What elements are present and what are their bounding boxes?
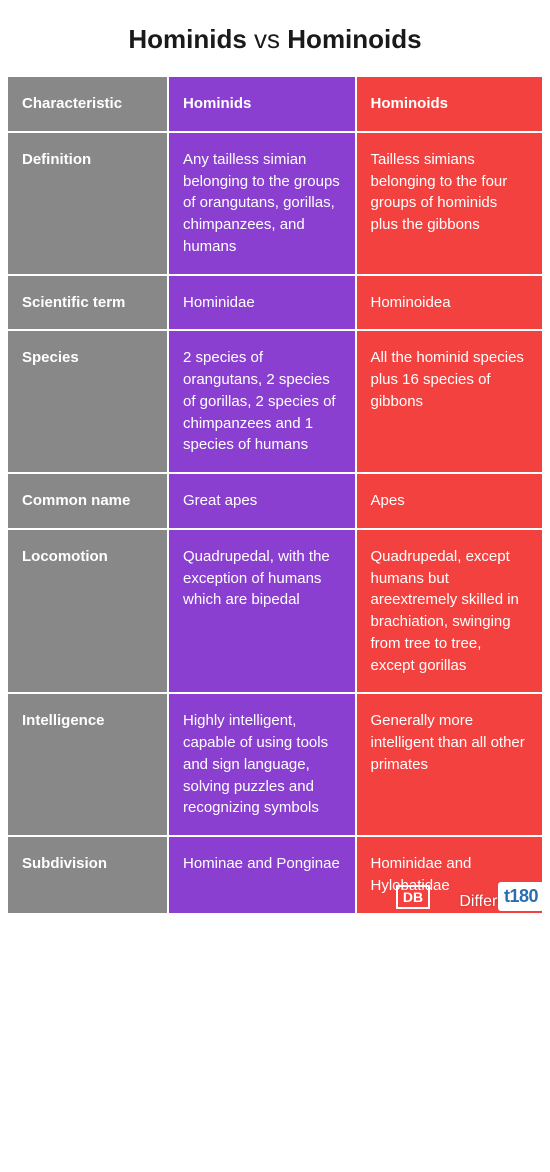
cell-hominids: Hominidae (169, 276, 355, 330)
cell-hominoids: Generally more intelligent than all othe… (357, 694, 543, 835)
row-label: Definition (8, 133, 167, 274)
table-row: Locomotion Quadrupedal, with the excepti… (8, 530, 542, 693)
cell-hominids: Quadrupedal, with the exception of human… (169, 530, 355, 693)
table-row: Species 2 species of orangutans, 2 speci… (8, 331, 542, 472)
row-label: Scientific term (8, 276, 167, 330)
row-label: Common name (8, 474, 167, 528)
row-label: Intelligence (8, 694, 167, 835)
cell-hominoids: Hominidae and Hylobatidae (357, 837, 543, 913)
cell-hominids: 2 species of orangutans, 2 species of go… (169, 331, 355, 472)
comparison-infographic: Hominids vs Hominoids Characteristic Hom… (0, 0, 550, 915)
table-row: Intelligence Highly intelligent, capable… (8, 694, 542, 835)
cell-hominoids: Hominoidea (357, 276, 543, 330)
cell-hominoids: Quadrupedal, except humans but areextrem… (357, 530, 543, 693)
cell-hominids: Great apes (169, 474, 355, 528)
table-header-row: Characteristic Hominids Hominoids (8, 77, 542, 131)
header-hominoids: Hominoids (357, 77, 543, 131)
row-label: Subdivision (8, 837, 167, 913)
table-row: Definition Any tailless simian belonging… (8, 133, 542, 274)
table-row: Common name Great apes Apes (8, 474, 542, 528)
page-title: Hominids vs Hominoids (0, 0, 550, 75)
comparison-table: Characteristic Hominids Hominoids Defini… (0, 75, 550, 915)
title-right: Hominoids (287, 24, 421, 54)
cell-hominids: Any tailless simian belonging to the gro… (169, 133, 355, 274)
header-hominids: Hominids (169, 77, 355, 131)
cell-hominoids: All the hominid species plus 16 species … (357, 331, 543, 472)
table-row: Scientific term Hominidae Hominoidea (8, 276, 542, 330)
cell-hominoids: Tailless simians belonging to the four g… (357, 133, 543, 274)
cell-hominoids: Apes (357, 474, 543, 528)
title-vs: vs (254, 24, 280, 54)
row-label: Locomotion (8, 530, 167, 693)
cell-hominids: Highly intelligent, capable of using too… (169, 694, 355, 835)
cell-hominids: Hominae and Ponginae (169, 837, 355, 913)
header-characteristic: Characteristic (8, 77, 167, 131)
title-left: Hominids (128, 24, 246, 54)
row-label: Species (8, 331, 167, 472)
table-row: Subdivision Hominae and Ponginae Hominid… (8, 837, 542, 913)
